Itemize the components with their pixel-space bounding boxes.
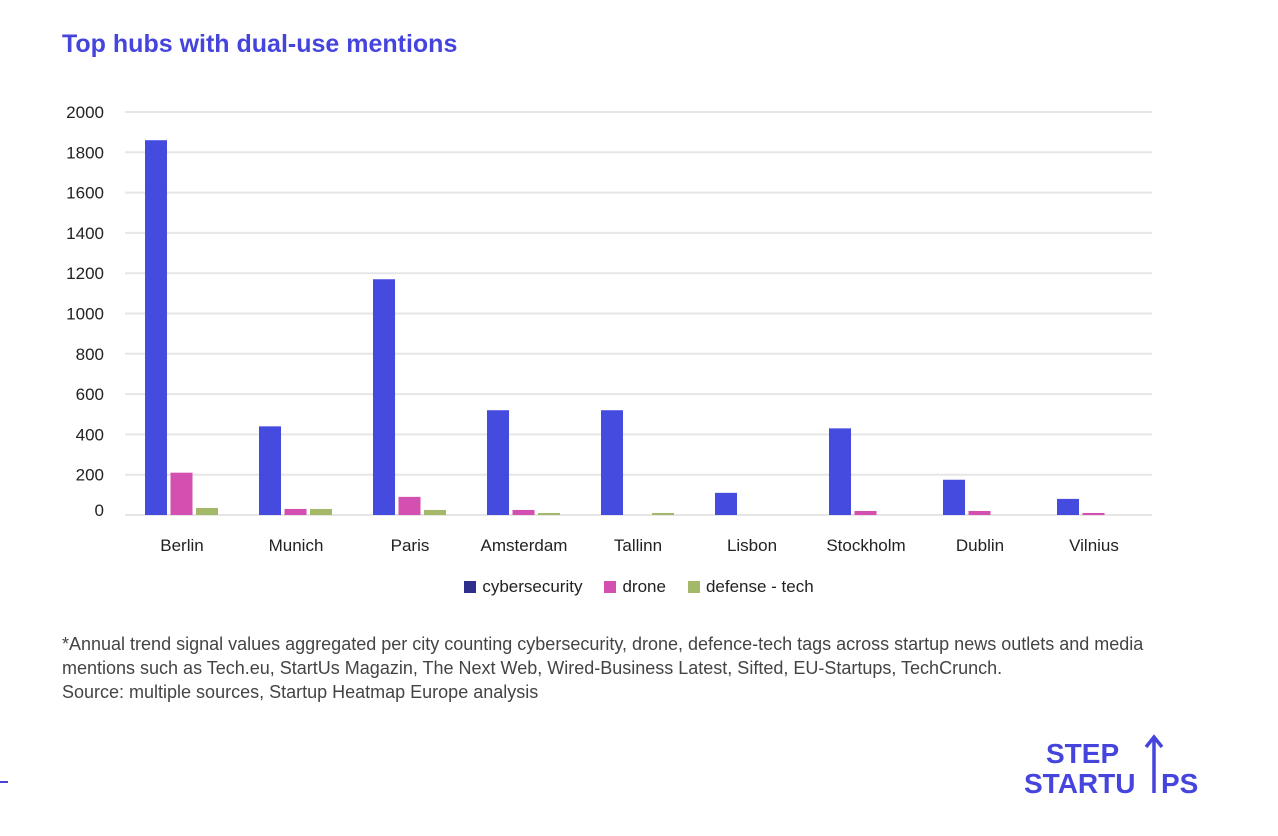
- source-text: Source: multiple sources, Startup Heatma…: [62, 682, 539, 702]
- bar-cybersecurity-lisbon: [715, 492, 737, 515]
- footnote-text: *Annual trend signal values aggregated p…: [62, 634, 1144, 678]
- bar-drone-dublin: [968, 510, 991, 515]
- bar-drone-munich: [284, 508, 307, 515]
- bar-defense-tech-tallinn: [652, 512, 674, 515]
- x-tick-label: Berlin: [160, 536, 203, 555]
- legend-swatch: [604, 581, 617, 593]
- x-tick-label: Stockholm: [826, 536, 905, 555]
- legend-item: defense - tech: [687, 577, 814, 597]
- y-tick-label: 400: [76, 425, 104, 444]
- divider: [0, 781, 8, 783]
- svg-text:STARTU: STARTU: [1024, 768, 1135, 798]
- y-tick-label: 600: [76, 385, 104, 404]
- y-tick-label: 800: [76, 345, 104, 364]
- y-tick-label: 1600: [66, 184, 104, 203]
- bar-drone-paris: [398, 496, 421, 515]
- bar-drone-amsterdam: [512, 509, 535, 515]
- legend-item: cybersecurity: [464, 577, 582, 597]
- svg-text:PS: PS: [1161, 768, 1198, 798]
- step-startups-logo: STEP STARTU PS: [1024, 734, 1198, 798]
- footnote: *Annual trend signal values aggregated p…: [62, 632, 1182, 704]
- y-tick-label: 2000: [66, 103, 104, 122]
- bar-drone-berlin: [170, 472, 193, 515]
- y-tick-label: 1200: [66, 264, 104, 283]
- legend-swatch: [687, 581, 700, 593]
- bar-drone-vilnius: [1082, 512, 1105, 515]
- bar-cybersecurity-dublin: [943, 479, 965, 515]
- x-tick-label: Dublin: [956, 536, 1004, 555]
- bar-cybersecurity-stockholm: [829, 428, 851, 515]
- legend-label: drone: [622, 577, 666, 596]
- x-tick-label: Amsterdam: [481, 536, 568, 555]
- legend-label: cybersecurity: [482, 577, 583, 596]
- legend-item: drone: [604, 577, 666, 597]
- legend-swatch: [464, 581, 477, 593]
- bar-cybersecurity-tallinn: [601, 410, 623, 515]
- x-tick-label: Munich: [269, 536, 324, 555]
- chart-title: Top hubs with dual-use mentions: [62, 30, 458, 58]
- bar-cybersecurity-munich: [259, 426, 281, 515]
- legend: cybersecurity drone defense - tech: [0, 577, 1278, 597]
- bar-drone-stockholm: [854, 510, 877, 515]
- x-tick-label: Lisbon: [727, 536, 777, 555]
- x-tick-label: Paris: [391, 536, 430, 555]
- bar-cybersecurity-paris: [373, 279, 395, 515]
- bar-defense-tech-munich: [310, 508, 332, 515]
- bar-defense-tech-berlin: [196, 507, 218, 515]
- x-tick-label: Vilnius: [1069, 536, 1119, 555]
- legend-label: defense - tech: [705, 577, 814, 596]
- bar-cybersecurity-amsterdam: [487, 410, 509, 515]
- y-tick-label: 1400: [66, 224, 104, 243]
- bar-cybersecurity-berlin: [145, 140, 167, 515]
- bar-chart: 0 200 400 600 800 1000 1200 1400 1600 1800 2000 Ber…: [66, 103, 1152, 555]
- svg-text:STEP: STEP: [1046, 738, 1119, 769]
- bar-defense-tech-paris: [424, 509, 446, 515]
- bar-defense-tech-amsterdam: [538, 512, 560, 515]
- y-tick-label: 200: [76, 466, 104, 485]
- bar-cybersecurity-vilnius: [1057, 498, 1079, 515]
- y-tick-label: 1000: [66, 305, 104, 324]
- y-tick-label: 1800: [66, 143, 104, 162]
- y-tick-label: 0: [95, 501, 104, 520]
- x-tick-label: Tallinn: [614, 536, 662, 555]
